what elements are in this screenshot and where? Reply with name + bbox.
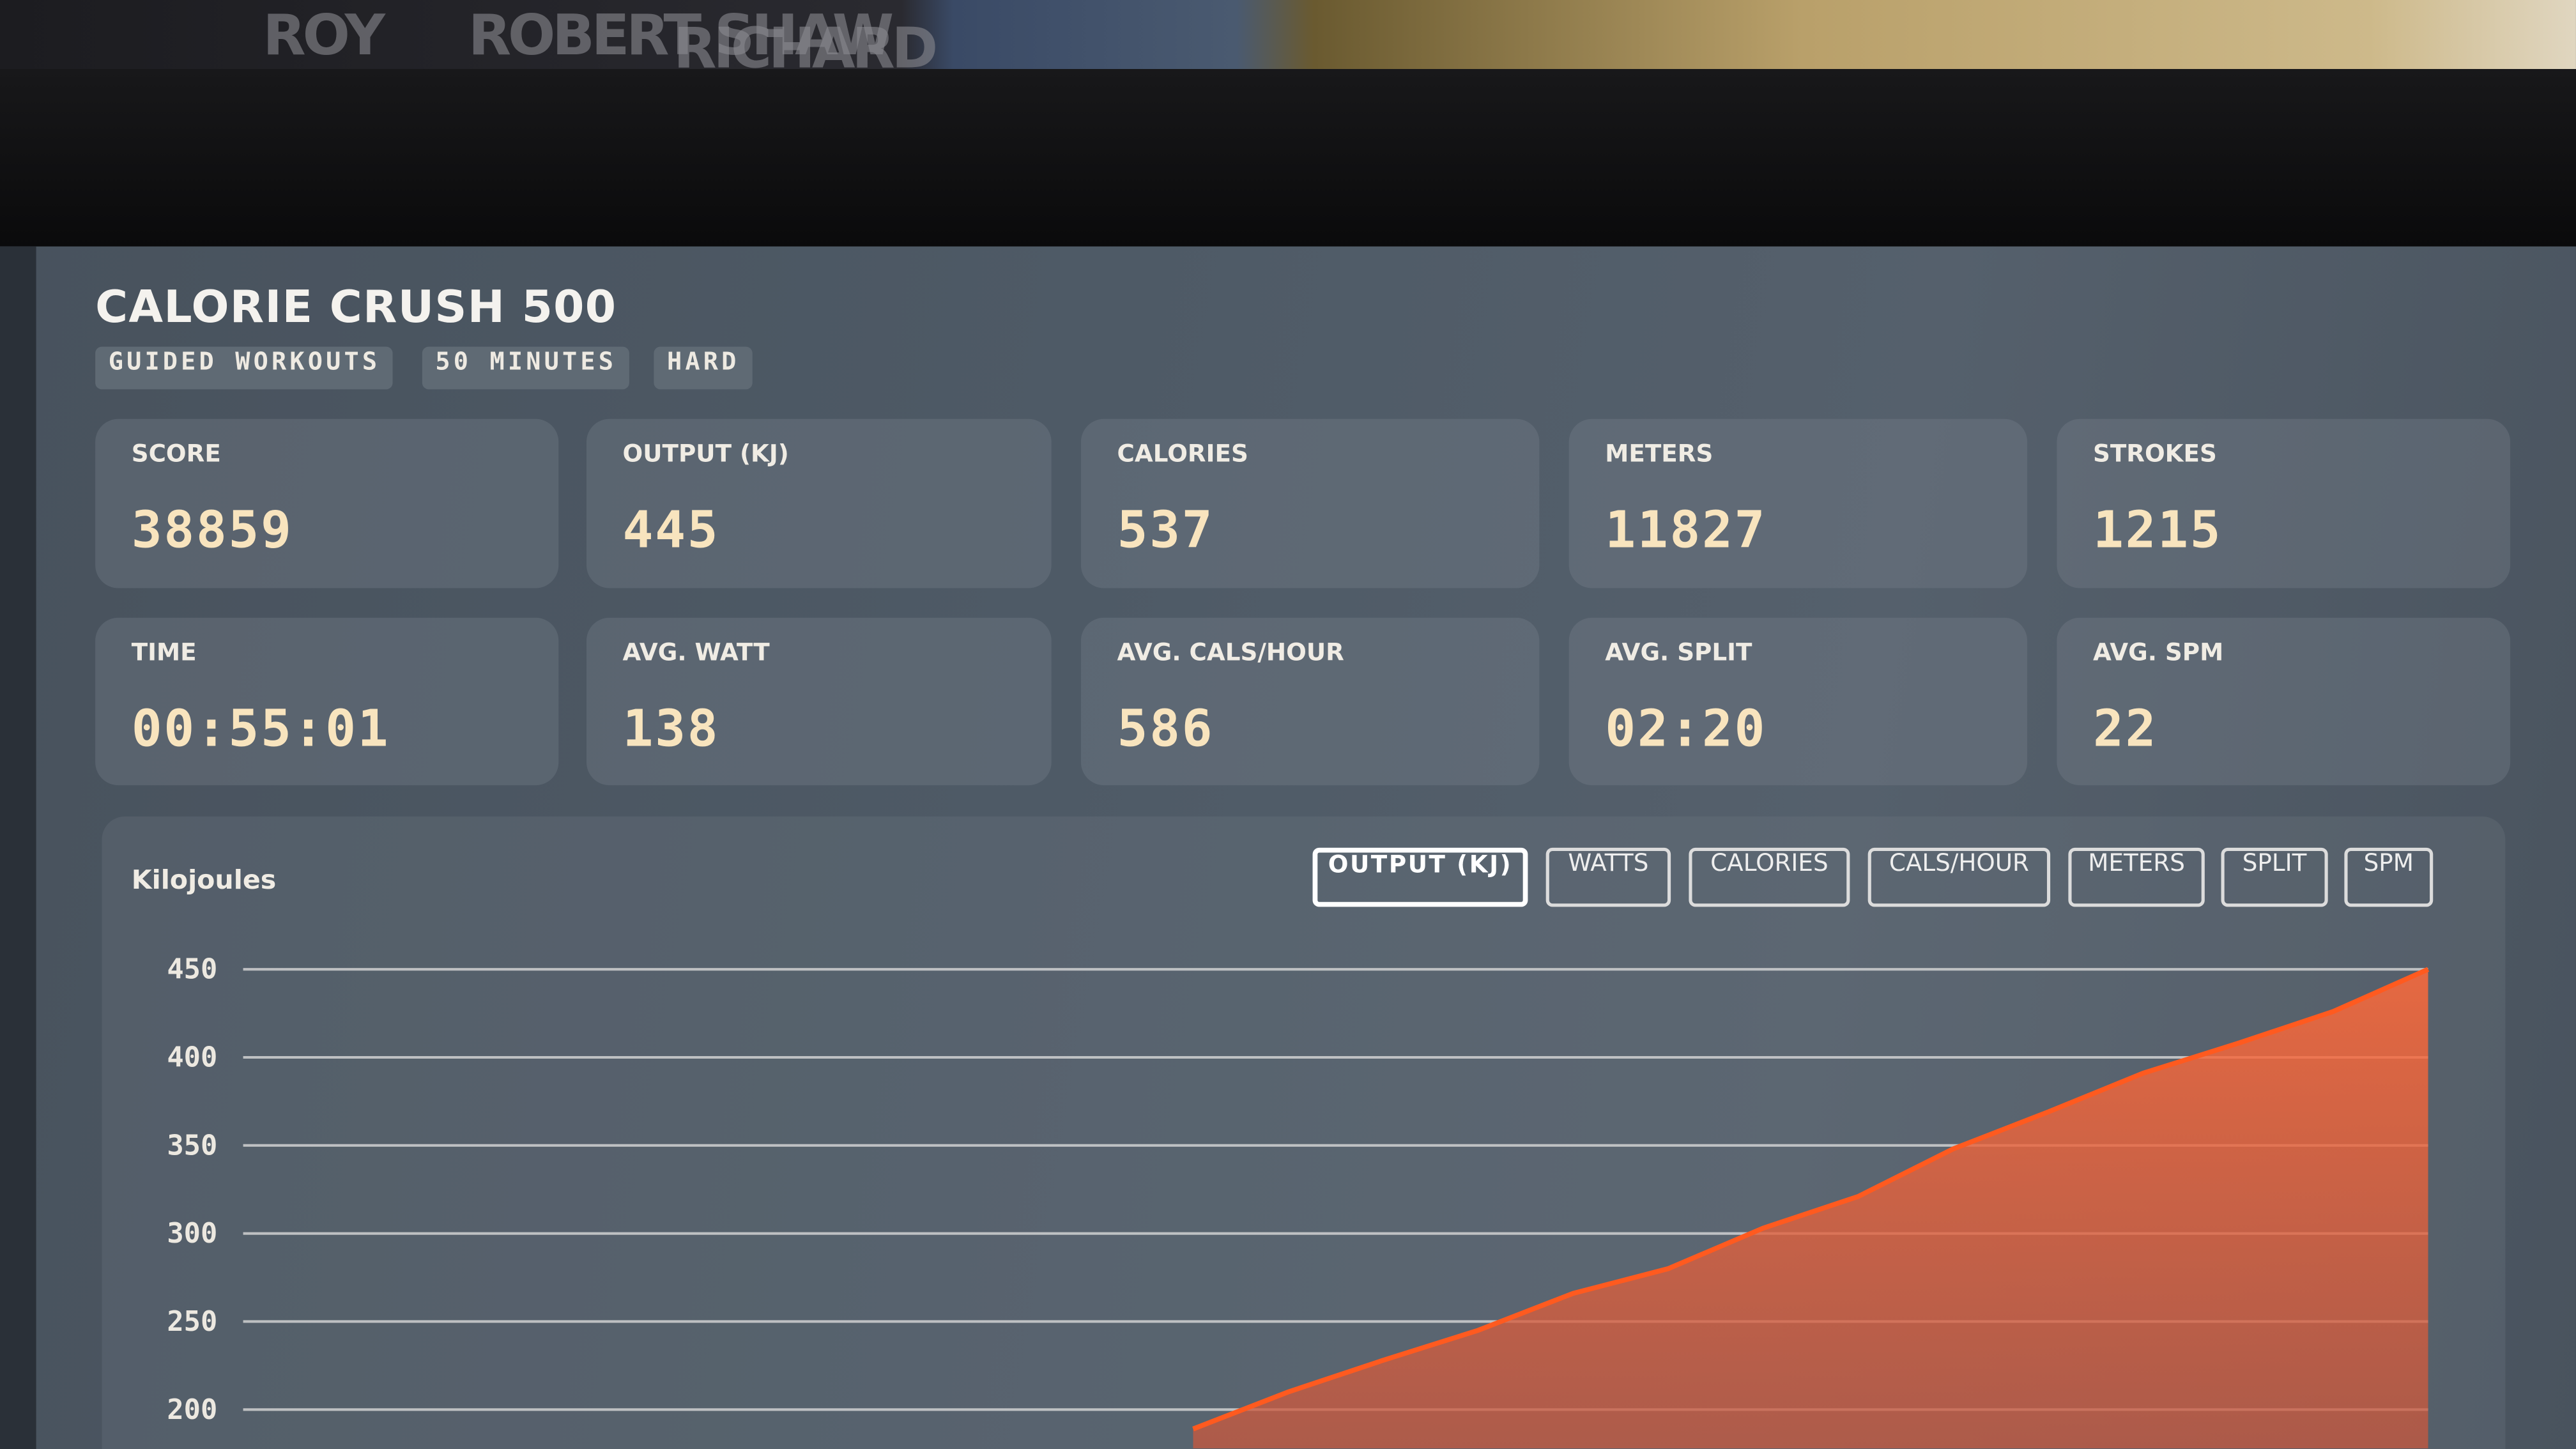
stat-value: 537 [1117, 501, 1215, 560]
stat-label: OUTPUT (KJ) [622, 441, 789, 468]
stat-value: 00:55:01 [131, 700, 390, 759]
y-tick-label: 350 [167, 1129, 217, 1162]
y-tick-label: 400 [167, 1041, 217, 1074]
stat-card: METERS 11827 [1568, 418, 2028, 588]
stat-value: 02:20 [1605, 700, 1767, 759]
workout-title: CALORIE CRUSH 500 [95, 282, 617, 334]
stat-card: OUTPUT (KJ) 445 [586, 418, 1052, 588]
background-poster: ROY ROBERT SHAW RICHARD [0, 0, 2576, 82]
stat-card: STROKES 1215 [2057, 418, 2511, 588]
poster-text: ROY [263, 3, 385, 69]
stat-value: 445 [622, 501, 720, 560]
tag: 50 MINUTES [422, 346, 630, 390]
line [1192, 967, 2430, 1432]
stat-card: AVG. WATT 138 [586, 617, 1052, 786]
poster-text: ROBERT SHAW [468, 3, 894, 69]
stat-value: 138 [622, 700, 720, 759]
stat-card: AVG. SPM 22 [2057, 617, 2511, 786]
stat-label: AVG. CALS/HOUR [1117, 640, 1344, 667]
chart-tab[interactable]: WATTS [1545, 847, 1671, 907]
y-tick-label: 300 [167, 1217, 217, 1250]
stat-value: 11827 [1605, 501, 1767, 560]
stat-card: AVG. SPLIT 02:20 [1568, 617, 2028, 786]
stat-label: METERS [1605, 441, 1713, 468]
stat-label: AVG. SPM [2092, 640, 2224, 667]
y-tick-label: 250 [167, 1305, 217, 1338]
stat-label: TIME [131, 640, 197, 667]
stat-card: SCORE 38859 [95, 418, 559, 588]
y-tick-label: 200 [167, 1393, 217, 1426]
stat-value: 1215 [2092, 501, 2223, 560]
stat-label: AVG. WATT [622, 640, 770, 667]
stat-label: AVG. SPLIT [1605, 640, 1752, 667]
monitor-bezel [0, 68, 2576, 250]
chart-tab[interactable]: CALORIES [1689, 847, 1850, 907]
chart-label: Kilojoules [131, 864, 277, 896]
stat-card: TIME 00:55:01 [95, 617, 559, 786]
tag: GUIDED WORKOUTS [95, 346, 394, 390]
chart-tab[interactable]: CALS/HOUR [1867, 847, 2051, 907]
chart-tab[interactable]: METERS [2068, 847, 2205, 907]
tag: HARD [654, 346, 753, 390]
stat-label: SCORE [131, 441, 221, 468]
chart-tab[interactable]: OUTPUT (KJ) [1312, 847, 1528, 907]
stat-card: AVG. CALS/HOUR 586 [1080, 617, 1540, 786]
chart-tab[interactable]: SPLIT [2221, 847, 2328, 907]
stat-value: 38859 [131, 501, 293, 560]
stat-card: CALORIES 537 [1080, 418, 1540, 588]
sidebar [0, 246, 36, 1449]
stat-label: CALORIES [1117, 441, 1248, 468]
chart-tab[interactable]: SPM [2344, 847, 2434, 907]
stat-label: STROKES [2092, 441, 2217, 468]
y-tick-label: 450 [167, 953, 217, 986]
area [1193, 969, 2428, 1448]
stat-value: 586 [1117, 700, 1215, 759]
stat-value: 22 [2092, 700, 2158, 759]
